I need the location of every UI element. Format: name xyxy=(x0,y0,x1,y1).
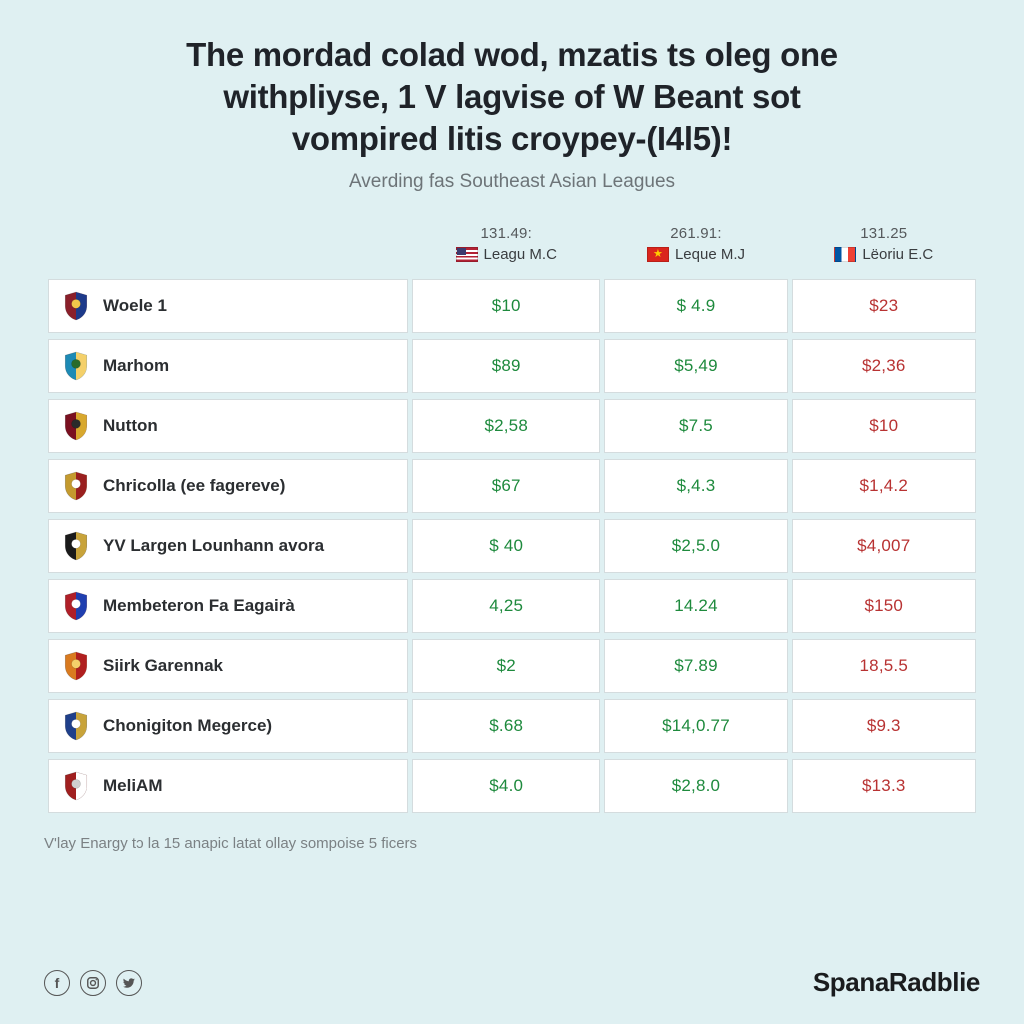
value-cell: $5,49 xyxy=(604,339,787,393)
table-row: Siirk Garennak $2$7.8918,5.5 xyxy=(48,639,976,693)
club-name: Chonigiton Megerce) xyxy=(103,716,272,736)
value-cell: $14,0.77 xyxy=(604,699,787,753)
col-head-3-name: Lëoriu E.C xyxy=(862,246,933,263)
value-cell: $ 40 xyxy=(412,519,600,573)
value-cell: $4.0 xyxy=(412,759,600,813)
fr-flag-icon xyxy=(834,247,856,262)
club-cell: Membeteron Fa Eagairà xyxy=(48,579,408,633)
club-cell: YV Largen Lounhann avora xyxy=(48,519,408,573)
club-cell: Nutton xyxy=(48,399,408,453)
club-name: Chricolla (ee fagereve) xyxy=(103,476,285,496)
value-cell: 18,5.5 xyxy=(792,639,976,693)
table-row: Woele 1 $10$ 4.9$23 xyxy=(48,279,976,333)
club-name: Siirk Garennak xyxy=(103,656,223,676)
value-cell: $2 xyxy=(412,639,600,693)
value-cell: $1,4.2 xyxy=(792,459,976,513)
twitter-icon[interactable] xyxy=(116,970,142,996)
subheadline: Averding fas Southeast Asian Leagues xyxy=(44,171,980,193)
club-badge-icon xyxy=(63,351,89,381)
col-head-1: 131.49: Leagu M.C xyxy=(412,221,600,273)
table-row: Nutton $2,58$7.5$10 xyxy=(48,399,976,453)
club-cell: Woele 1 xyxy=(48,279,408,333)
value-cell: $13.3 xyxy=(792,759,976,813)
club-name: Membeteron Fa Eagairà xyxy=(103,596,295,616)
col-head-3-number: 131.25 xyxy=(800,225,968,242)
club-badge-icon xyxy=(63,711,89,741)
table-row: MeliAM $4.0$2,8.0$13.3 xyxy=(48,759,976,813)
league-table: 131.49: Leagu M.C 261.91: Leque M.J 131.… xyxy=(44,215,980,819)
table-body: Woele 1$10$ 4.9$23 Marhom$89$5,49$2,36 N… xyxy=(48,279,976,813)
headline-line-3: vompired litis croypey-(I4l5)! xyxy=(292,120,732,157)
value-cell: $10 xyxy=(412,279,600,333)
table-row: YV Largen Lounhann avora $ 40$2,5.0$4,007 xyxy=(48,519,976,573)
col-head-2: 261.91: Leque M.J xyxy=(604,221,787,273)
club-cell: Siirk Garennak xyxy=(48,639,408,693)
col-head-3: 131.25 Lëoriu E.C xyxy=(792,221,976,273)
value-cell: $.68 xyxy=(412,699,600,753)
value-cell: $67 xyxy=(412,459,600,513)
facebook-icon[interactable]: f xyxy=(44,970,70,996)
club-badge-icon xyxy=(63,291,89,321)
col-head-club xyxy=(48,221,408,273)
club-badge-icon xyxy=(63,411,89,441)
instagram-icon[interactable] xyxy=(80,970,106,996)
value-cell: $9.3 xyxy=(792,699,976,753)
value-cell: $23 xyxy=(792,279,976,333)
footer: f SpanaRadblie xyxy=(44,967,980,998)
col-head-1-number: 131.49: xyxy=(420,225,592,242)
value-cell: $7.5 xyxy=(604,399,787,453)
value-cell: $150 xyxy=(792,579,976,633)
table-row: Membeteron Fa Eagairà 4,2514.24$150 xyxy=(48,579,976,633)
vn-flag-icon xyxy=(647,247,669,262)
club-badge-icon xyxy=(63,531,89,561)
headline-line-1: The mordad colad wod, mzatis ts oleg one xyxy=(186,36,838,73)
table-header-row: 131.49: Leagu M.C 261.91: Leque M.J 131.… xyxy=(48,221,976,273)
value-cell: $2,36 xyxy=(792,339,976,393)
club-cell: Chonigiton Megerce) xyxy=(48,699,408,753)
club-cell: MeliAM xyxy=(48,759,408,813)
club-name: Woele 1 xyxy=(103,296,167,316)
value-cell: $2,8.0 xyxy=(604,759,787,813)
club-name: MeliAM xyxy=(103,776,163,796)
club-name: Marhom xyxy=(103,356,169,376)
headline: The mordad colad wod, mzatis ts oleg one… xyxy=(44,34,980,171)
value-cell: $89 xyxy=(412,339,600,393)
us-flag-icon xyxy=(456,247,478,262)
club-cell: Marhom xyxy=(48,339,408,393)
club-cell: Chricolla (ee fagereve) xyxy=(48,459,408,513)
value-cell: 4,25 xyxy=(412,579,600,633)
club-badge-icon xyxy=(63,651,89,681)
value-cell: $7.89 xyxy=(604,639,787,693)
col-head-2-name: Leque M.J xyxy=(675,246,745,263)
footnote: V'lay Enargy tɔ la 15 anapic latat ollay… xyxy=(44,835,980,852)
club-badge-icon xyxy=(63,471,89,501)
value-cell: $ 4.9 xyxy=(604,279,787,333)
table-row: Chricolla (ee fagereve) $67$,4.3$1,4.2 xyxy=(48,459,976,513)
club-badge-icon xyxy=(63,771,89,801)
value-cell: 14.24 xyxy=(604,579,787,633)
club-badge-icon xyxy=(63,591,89,621)
value-cell: $4,007 xyxy=(792,519,976,573)
brand-name: SpanaRadblie xyxy=(813,967,980,998)
col-head-1-name: Leagu M.C xyxy=(484,246,557,263)
value-cell: $,4.3 xyxy=(604,459,787,513)
club-name: Nutton xyxy=(103,416,158,436)
col-head-2-number: 261.91: xyxy=(612,225,779,242)
value-cell: $2,58 xyxy=(412,399,600,453)
club-name: YV Largen Lounhann avora xyxy=(103,536,324,556)
table-row: Chonigiton Megerce) $.68$14,0.77$9.3 xyxy=(48,699,976,753)
value-cell: $10 xyxy=(792,399,976,453)
value-cell: $2,5.0 xyxy=(604,519,787,573)
table-row: Marhom $89$5,49$2,36 xyxy=(48,339,976,393)
social-icons: f xyxy=(44,970,142,996)
headline-line-2: withpliyse, 1 V lagvise of W Beant sot xyxy=(223,78,800,115)
